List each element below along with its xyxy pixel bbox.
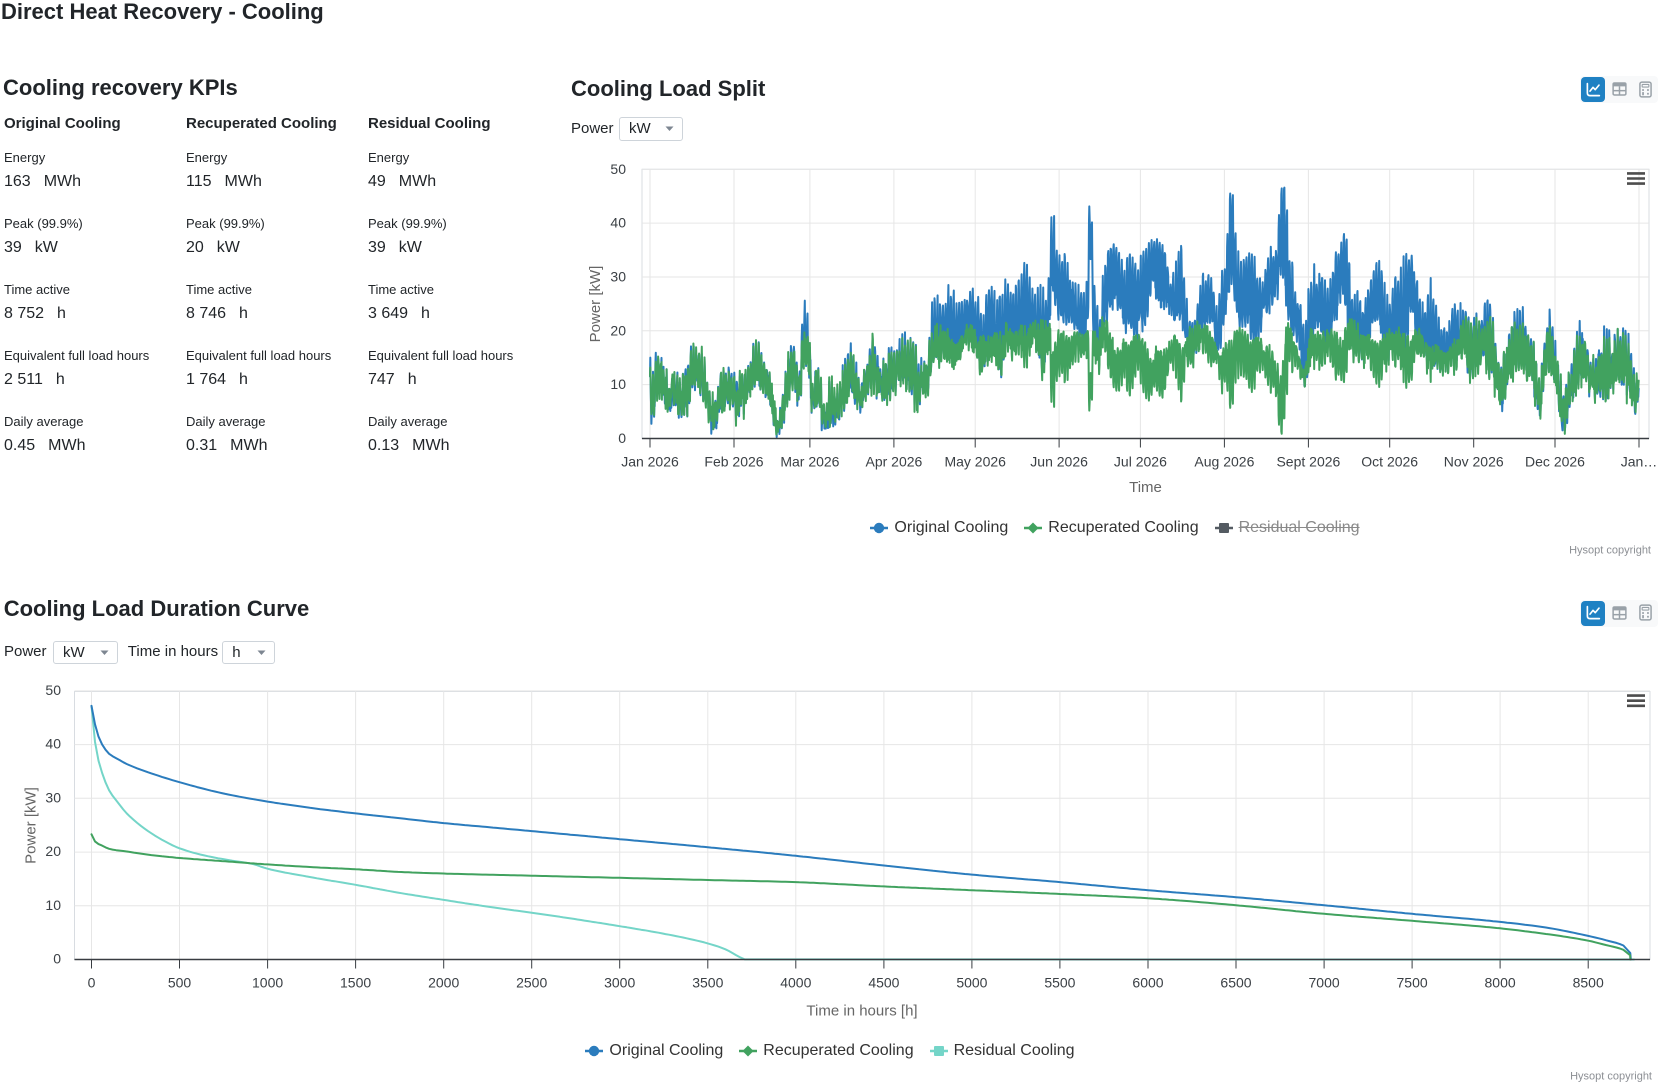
svg-text:20: 20 xyxy=(610,322,626,338)
svg-text:4000: 4000 xyxy=(780,975,811,991)
svg-text:500: 500 xyxy=(168,975,192,991)
svg-text:Hysopt copyright: Hysopt copyright xyxy=(1570,1071,1652,1083)
svg-text:Time in hours [h]: Time in hours [h] xyxy=(806,1003,917,1020)
svg-text:Jan 2026: Jan 2026 xyxy=(621,454,679,470)
svg-text:Sept 2026: Sept 2026 xyxy=(1276,454,1340,470)
svg-text:8500: 8500 xyxy=(1573,975,1604,991)
svg-text:Jul 2026: Jul 2026 xyxy=(1114,454,1167,470)
svg-text:0: 0 xyxy=(88,975,96,991)
svg-text:2500: 2500 xyxy=(516,975,547,991)
svg-text:Apr 2026: Apr 2026 xyxy=(865,454,922,470)
svg-text:Nov 2026: Nov 2026 xyxy=(1444,454,1504,470)
svg-text:Mar 2026: Mar 2026 xyxy=(780,454,839,470)
svg-text:May 2026: May 2026 xyxy=(944,454,1006,470)
svg-text:3000: 3000 xyxy=(604,975,635,991)
svg-text:2000: 2000 xyxy=(428,975,459,991)
svg-text:0: 0 xyxy=(53,951,61,967)
svg-text:30: 30 xyxy=(45,789,61,805)
svg-text:50: 50 xyxy=(45,682,61,698)
svg-text:Oct 2026: Oct 2026 xyxy=(1361,454,1418,470)
svg-text:Power [kW]: Power [kW] xyxy=(23,787,40,864)
svg-text:6000: 6000 xyxy=(1132,975,1163,991)
svg-text:40: 40 xyxy=(45,736,61,752)
svg-text:6500: 6500 xyxy=(1220,975,1251,991)
svg-text:30: 30 xyxy=(610,269,626,285)
svg-text:7000: 7000 xyxy=(1309,975,1340,991)
svg-text:Jan…: Jan… xyxy=(1621,454,1658,470)
svg-text:Aug 2026: Aug 2026 xyxy=(1194,454,1254,470)
svg-text:4500: 4500 xyxy=(868,975,899,991)
svg-text:Feb 2026: Feb 2026 xyxy=(704,454,763,470)
svg-text:1500: 1500 xyxy=(340,975,371,991)
svg-text:10: 10 xyxy=(45,897,61,913)
svg-text:Dec 2026: Dec 2026 xyxy=(1525,454,1585,470)
svg-text:3500: 3500 xyxy=(692,975,723,991)
svg-text:50: 50 xyxy=(610,161,626,177)
svg-text:Hysopt copyright: Hysopt copyright xyxy=(1569,545,1651,557)
svg-text:Jun 2026: Jun 2026 xyxy=(1030,454,1088,470)
svg-text:Power [kW]: Power [kW] xyxy=(587,266,604,343)
svg-text:5500: 5500 xyxy=(1044,975,1075,991)
svg-text:20: 20 xyxy=(45,843,61,859)
svg-text:8000: 8000 xyxy=(1485,975,1516,991)
svg-text:1000: 1000 xyxy=(252,975,283,991)
svg-text:5000: 5000 xyxy=(956,975,987,991)
svg-text:0: 0 xyxy=(618,430,626,446)
svg-text:10: 10 xyxy=(610,376,626,392)
svg-text:Time: Time xyxy=(1129,479,1162,496)
svg-text:7500: 7500 xyxy=(1397,975,1428,991)
svg-text:40: 40 xyxy=(610,215,626,231)
